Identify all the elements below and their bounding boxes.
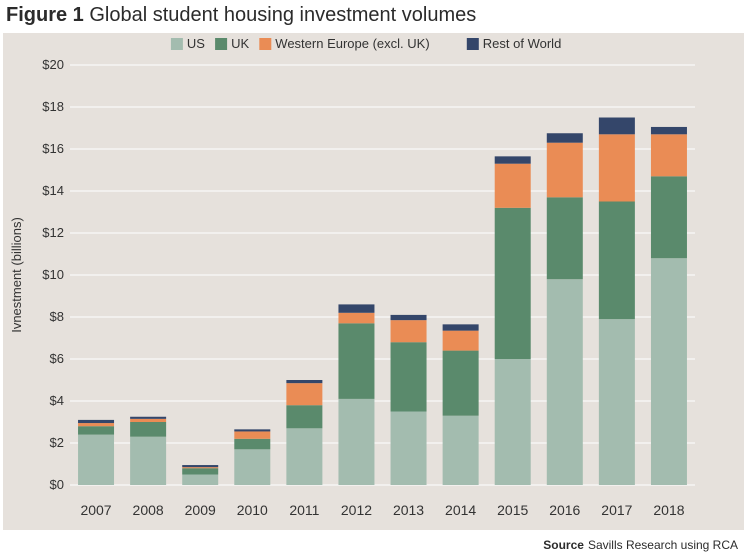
bar-uk-2008 — [130, 422, 167, 437]
bar-us-2017 — [598, 319, 635, 485]
bar-western-europe-excl-uk-2014 — [442, 330, 479, 351]
bar-western-europe-excl-uk-2018 — [650, 134, 687, 177]
bar-rest-of-world-2011 — [286, 380, 323, 384]
legend-swatch — [466, 38, 479, 50]
x-tick-label: 2017 — [601, 502, 632, 518]
bar-rest-of-world-2013 — [390, 314, 427, 321]
y-tick-label: $6 — [50, 351, 64, 366]
figure-title-text: Global student housing investment volume… — [89, 4, 477, 26]
bar-us-2015 — [494, 359, 531, 485]
bar-western-europe-excl-uk-2011 — [286, 383, 323, 406]
source-text: Savills Research using RCA — [587, 538, 738, 552]
bar-uk-2016 — [546, 197, 583, 280]
bar-uk-2015 — [494, 207, 531, 359]
bar-uk-2007 — [78, 426, 115, 435]
y-tick-label: $16 — [42, 141, 64, 156]
bar-uk-2011 — [286, 405, 323, 429]
bar-rest-of-world-2014 — [442, 324, 479, 331]
x-tick-label: 2009 — [185, 502, 216, 518]
bar-us-2007 — [78, 434, 115, 485]
bar-rest-of-world-2008 — [130, 416, 167, 419]
legend-swatch — [215, 38, 228, 50]
bar-rest-of-world-2009 — [182, 465, 219, 468]
y-tick-label: $18 — [42, 99, 64, 114]
x-tick-label: 2014 — [445, 502, 476, 518]
bar-rest-of-world-2018 — [650, 126, 687, 135]
bar-us-2009 — [182, 474, 219, 485]
bar-rest-of-world-2010 — [234, 429, 271, 432]
bar-western-europe-excl-uk-2016 — [546, 142, 583, 198]
bar-uk-2012 — [338, 323, 375, 399]
bar-us-2014 — [442, 415, 479, 485]
bar-us-2018 — [650, 258, 687, 485]
bar-western-europe-excl-uk-2012 — [338, 312, 375, 324]
x-tick-label: 2015 — [497, 502, 528, 518]
y-tick-label: $0 — [50, 477, 64, 492]
bar-western-europe-excl-uk-2007 — [78, 423, 115, 427]
x-tick-label: 2016 — [549, 502, 580, 518]
legend-label: UK — [231, 36, 249, 51]
y-tick-label: $10 — [42, 267, 64, 282]
bar-uk-2018 — [650, 176, 687, 259]
bar-western-europe-excl-uk-2009 — [182, 467, 219, 469]
bar-us-2008 — [130, 436, 167, 485]
bar-western-europe-excl-uk-2010 — [234, 431, 271, 439]
bar-rest-of-world-2017 — [598, 117, 635, 135]
bar-western-europe-excl-uk-2015 — [494, 163, 531, 208]
y-tick-label: $8 — [50, 309, 64, 324]
bar-uk-2010 — [234, 438, 271, 450]
x-tick-label: 2008 — [133, 502, 164, 518]
figure-title: Figure 1 Global student housing investme… — [6, 4, 476, 27]
source-note: Source Savills Research using RCA — [543, 538, 738, 552]
legend-label: Western Europe (excl. UK) — [275, 36, 429, 51]
source-label: Source — [543, 538, 584, 552]
bar-rest-of-world-2016 — [546, 133, 583, 143]
x-tick-label: 2010 — [237, 502, 268, 518]
legend-swatch — [170, 38, 183, 50]
bar-rest-of-world-2007 — [78, 419, 115, 424]
bar-us-2010 — [234, 449, 271, 485]
bar-uk-2014 — [442, 350, 479, 416]
bar-us-2013 — [390, 411, 427, 485]
x-tick-label: 2007 — [80, 502, 111, 518]
bar-uk-2017 — [598, 201, 635, 320]
bar-us-2016 — [546, 279, 583, 485]
y-tick-label: $2 — [50, 435, 64, 450]
y-tick-label: $4 — [50, 393, 64, 408]
bar-western-europe-excl-uk-2013 — [390, 320, 427, 343]
bar-rest-of-world-2012 — [338, 304, 375, 313]
x-tick-label: 2018 — [653, 502, 684, 518]
y-tick-label: $12 — [42, 225, 64, 240]
x-tick-label: 2012 — [341, 502, 372, 518]
bar-western-europe-excl-uk-2017 — [598, 134, 635, 202]
x-tick-label: 2011 — [289, 502, 319, 518]
bar-rest-of-world-2015 — [494, 156, 531, 164]
bar-us-2012 — [338, 398, 375, 485]
y-tick-label: $14 — [42, 183, 64, 198]
y-tick-label: $20 — [42, 57, 64, 72]
x-tick-label: 2013 — [393, 502, 424, 518]
bar-uk-2013 — [390, 342, 427, 412]
figure-label: Figure 1 — [6, 4, 84, 26]
legend-swatch — [259, 38, 272, 50]
bar-uk-2009 — [182, 468, 219, 475]
bar-us-2011 — [286, 428, 323, 485]
legend-label: Rest of World — [483, 36, 562, 51]
y-axis-label: Ivnestment (billions) — [9, 217, 24, 333]
legend-label: US — [187, 36, 205, 51]
bar-western-europe-excl-uk-2008 — [130, 418, 167, 422]
